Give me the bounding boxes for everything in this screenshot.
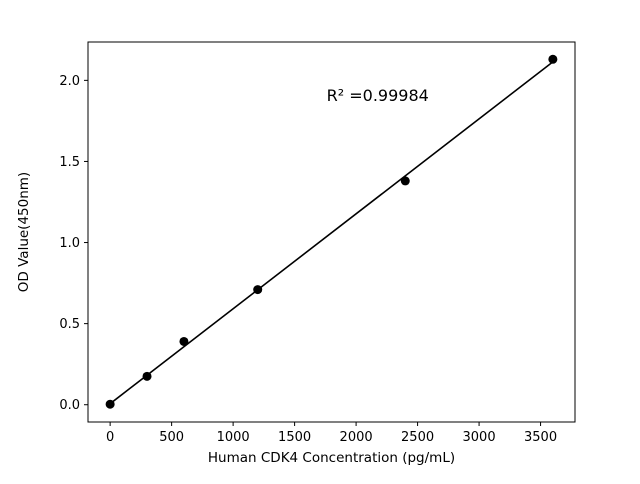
data-point <box>179 336 189 346</box>
y-tick-label: 0.5 <box>59 317 80 332</box>
x-tick-label: 0 <box>106 430 114 445</box>
y-tick-label: 0.0 <box>59 398 80 413</box>
y-tick-label: 1.5 <box>59 155 80 170</box>
x-tick-label: 500 <box>159 430 184 445</box>
y-tick-label: 1.0 <box>59 236 80 251</box>
x-axis-label: Human CDK4 Concentration (pg/mL) <box>208 450 455 466</box>
data-point <box>253 285 263 295</box>
x-tick-label: 3000 <box>463 430 496 445</box>
x-tick-label: 3500 <box>524 430 557 445</box>
data-point <box>548 54 558 64</box>
x-tick-label: 2000 <box>340 430 373 445</box>
regression-line <box>109 61 554 405</box>
data-point <box>105 399 115 409</box>
data-point <box>142 371 152 381</box>
y-tick-label: 2.0 <box>59 74 80 89</box>
x-tick-label: 1500 <box>278 430 311 445</box>
x-tick-label: 1000 <box>217 430 250 445</box>
y-axis-label: OD Value(450nm) <box>16 172 32 292</box>
data-point <box>400 176 410 186</box>
annotation-r-squared: R² =0.99984 <box>327 86 429 105</box>
plot-frame <box>87 41 576 423</box>
x-tick-label: 2500 <box>401 430 434 445</box>
